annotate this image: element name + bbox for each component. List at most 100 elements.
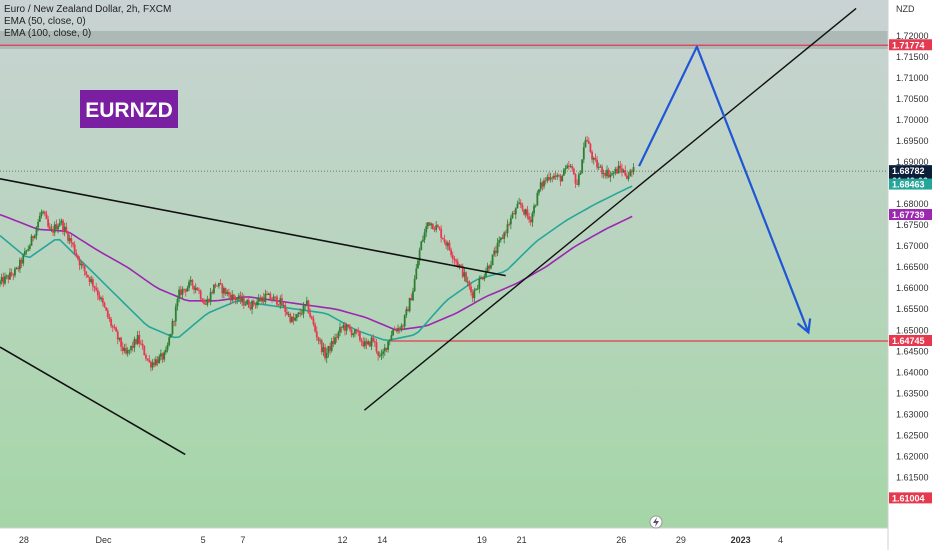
rising-trendline[interactable]	[363, 7, 857, 411]
candle	[42, 210, 45, 215]
candle	[463, 268, 466, 282]
candle	[169, 333, 172, 339]
candle	[538, 189, 540, 196]
candle	[244, 302, 247, 307]
candle	[254, 302, 257, 309]
candle	[393, 326, 396, 331]
candle	[264, 289, 267, 305]
candle	[340, 326, 343, 333]
candle	[325, 347, 328, 364]
candle	[183, 288, 185, 293]
candle	[191, 278, 194, 290]
price-tick-label: 1.69500	[896, 136, 929, 146]
candle	[286, 308, 288, 316]
bottom-value-tag[interactable]: 1.61004	[889, 492, 932, 504]
candle	[82, 262, 84, 269]
candle	[561, 174, 564, 182]
candle	[55, 219, 58, 230]
price-tick-label: 1.72000	[896, 31, 929, 41]
projection-path[interactable]	[638, 45, 810, 333]
ema100-value-tag[interactable]: 1.67739	[889, 209, 932, 221]
lower-trendline[interactable]	[0, 346, 186, 456]
resistance-zone	[0, 31, 888, 49]
candle	[47, 215, 49, 229]
candle	[135, 338, 137, 345]
price-tick-label: 1.65000	[896, 325, 929, 335]
legend-symbol[interactable]: Euro / New Zealand Dollar, 2h, FXCM	[4, 4, 171, 15]
candle	[365, 338, 368, 350]
legend-ema100[interactable]: EMA (100, close, 0)	[4, 28, 91, 39]
candle	[576, 179, 579, 186]
candle	[120, 336, 122, 352]
candle	[632, 163, 635, 175]
candle	[203, 298, 205, 305]
candle	[284, 301, 287, 317]
candle	[483, 273, 486, 282]
candle	[145, 353, 147, 361]
candle	[158, 354, 161, 364]
candle	[521, 202, 524, 212]
candle	[534, 204, 537, 208]
candle	[496, 238, 499, 257]
candle	[528, 212, 530, 223]
candle	[22, 253, 25, 267]
candle	[422, 235, 424, 243]
falling-trendline[interactable]	[0, 178, 506, 277]
candle	[567, 161, 570, 170]
candle	[156, 356, 159, 367]
drawings	[0, 7, 857, 456]
resistance-tag[interactable]: 1.71774	[889, 39, 932, 51]
candle	[125, 343, 127, 356]
candle	[77, 254, 79, 261]
candle	[345, 323, 348, 335]
candle	[201, 298, 204, 303]
candle	[423, 228, 426, 244]
candle	[504, 229, 507, 237]
candle	[267, 292, 270, 295]
ema50-line[interactable]	[0, 185, 633, 342]
candle	[271, 296, 273, 303]
candle	[407, 306, 409, 312]
lightning-icon[interactable]	[649, 515, 663, 529]
candle	[518, 197, 521, 205]
candle	[418, 247, 421, 266]
candle	[116, 329, 119, 345]
legend-ema50[interactable]: EMA (50, close, 0)	[4, 16, 86, 27]
price-tick-label: 1.66500	[896, 262, 929, 272]
candle	[10, 268, 13, 277]
candle	[375, 339, 378, 354]
candle	[320, 338, 323, 355]
candle	[208, 298, 210, 303]
price-tick-label: 1.62500	[896, 430, 929, 440]
candle	[413, 275, 416, 293]
candle	[93, 285, 96, 293]
candle	[546, 174, 549, 184]
candle	[435, 220, 438, 233]
candle	[488, 264, 491, 271]
candle	[307, 299, 310, 314]
candle	[247, 295, 250, 309]
candle	[199, 289, 202, 301]
time-tick-label: 12	[337, 535, 347, 545]
ema50-value-tag[interactable]: 1.68463	[889, 178, 932, 190]
candle	[252, 299, 255, 307]
price-tick-label: 1.71500	[896, 52, 929, 62]
candle	[131, 341, 134, 352]
support-tag[interactable]: 1.64745	[889, 334, 932, 346]
candle	[5, 274, 8, 280]
time-axis-panel[interactable]	[0, 528, 888, 550]
candle	[410, 293, 413, 301]
candle	[188, 279, 190, 291]
candle	[617, 160, 620, 174]
candle	[189, 276, 192, 286]
candle	[206, 295, 209, 307]
candle	[0, 279, 1, 288]
candle	[224, 287, 227, 296]
price-axis-panel[interactable]	[888, 0, 932, 550]
price-tick-label: 1.64500	[896, 346, 929, 356]
candle	[475, 287, 477, 291]
candle	[606, 165, 608, 179]
candle	[481, 276, 484, 281]
candle	[335, 333, 338, 343]
